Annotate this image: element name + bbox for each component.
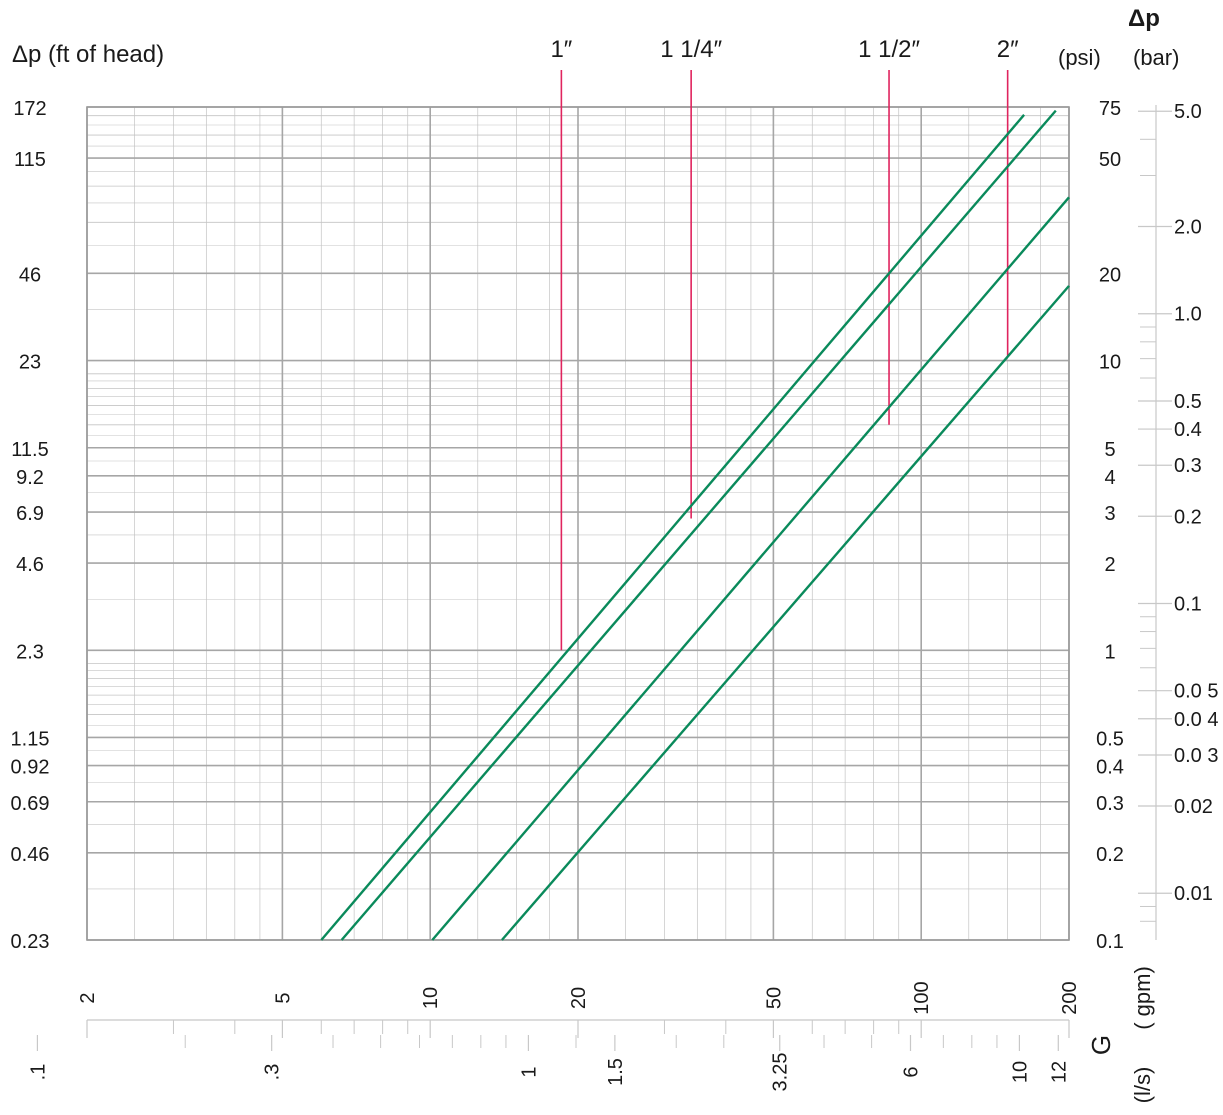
left-tick-label: 0.92	[11, 757, 50, 779]
psi-tick-label: 20	[1099, 264, 1121, 286]
bar-tick-label: 0.5	[1174, 391, 1202, 413]
bar-tick-label: 2.0	[1174, 217, 1202, 239]
gpm-tick-label: 200	[1059, 981, 1081, 1014]
gpm-tick-label: 5	[272, 992, 294, 1003]
major-grid	[86, 106, 1070, 941]
left-tick-label: 1.15	[11, 728, 50, 750]
flow-symbol: G	[1086, 1035, 1116, 1055]
gpm-tick-label: 2	[77, 992, 99, 1003]
psi-tick-label: 0.2	[1096, 844, 1124, 866]
connection-markers: 1″ 1 1/4″ 1 1/2″ 2″	[550, 36, 1019, 651]
bar-tick-label: 0.0 4	[1174, 709, 1218, 731]
bar-tick-label: 0.0 3	[1174, 745, 1218, 767]
left-tick-label: 11.5	[11, 439, 48, 461]
left-tick-label: 4.6	[16, 554, 44, 576]
connection-label: 1 1/2″	[858, 36, 920, 63]
bar-tick-label: 0.0 5	[1174, 681, 1218, 703]
right-axis-psi: 75 50 20 10 5 4 3 2 1 0.5 0.4 0.3 0.2 0.1	[1096, 98, 1124, 953]
left-tick-label: 0.46	[11, 844, 50, 866]
flow-curve	[340, 109, 1057, 941]
gpm-tick-label: 20	[568, 987, 590, 1009]
bar-tick-label: 0.02	[1174, 796, 1213, 818]
bar-tick-label: 0.3	[1174, 455, 1202, 477]
psi-tick-label: 0.3	[1096, 793, 1124, 815]
left-tick-label: 172	[13, 98, 46, 120]
bar-tick-label: 0.4	[1174, 419, 1202, 441]
right-axis-bar: 5.0 2.0 1.0 0.5 0.4 0.3 0.2 0.1 0.0 5 0.0 4 0.0 3 0…	[1138, 101, 1218, 940]
psi-tick-label: 0.1	[1096, 931, 1124, 953]
lps-tick-label: .1	[27, 1064, 49, 1081]
lps-tick-label: 3.25	[770, 1053, 792, 1092]
psi-tick-label: 50	[1099, 149, 1121, 171]
lps-tick-label: .3	[262, 1064, 284, 1081]
plot-frame	[86, 106, 1070, 941]
psi-tick-label: 75	[1099, 98, 1121, 120]
psi-tick-label: 4	[1104, 467, 1115, 489]
lps-tick-label: 1.5	[605, 1058, 627, 1086]
left-axis-title: Δp (ft of head)	[12, 41, 164, 68]
left-tick-label: 0.23	[11, 931, 50, 953]
psi-axis-title: (psi)	[1058, 45, 1101, 70]
lps-axis-title: (l/s)	[1130, 1067, 1155, 1104]
gpm-axis-title: ( gpm)	[1130, 966, 1155, 1030]
flow-curve	[320, 114, 1026, 941]
bottom-axis-lps: .1 .3 1 1.5 3.25 6 10 12	[27, 1035, 1070, 1091]
psi-tick-label: 0.4	[1096, 757, 1124, 779]
bar-tick-label: 1.0	[1174, 304, 1202, 326]
connection-label: 1 1/4″	[660, 36, 722, 63]
bar-tick-label: 0.2	[1174, 506, 1202, 528]
lps-tick-label: 6	[900, 1066, 922, 1077]
bar-axis-title: (bar)	[1133, 45, 1179, 70]
left-tick-label: 2.3	[16, 641, 44, 663]
left-tick-label: 23	[19, 352, 41, 374]
psi-tick-label: 3	[1104, 503, 1115, 525]
connection-label: 1″	[550, 36, 572, 63]
left-tick-label: 9.2	[16, 467, 44, 489]
lps-tick-label: 10	[1009, 1061, 1031, 1083]
psi-tick-label: 0.5	[1096, 728, 1124, 750]
left-tick-label: 6.9	[16, 503, 44, 525]
left-tick-label: 46	[19, 264, 41, 286]
psi-tick-label: 2	[1104, 554, 1115, 576]
left-axis-ft-of-head: 172 115 46 23 11.5 9.2 6.9 4.6 2.3 1.15 0.92 0.69 0.…	[11, 98, 50, 953]
left-tick-label: 0.69	[11, 793, 50, 815]
psi-tick-label: 1	[1104, 641, 1115, 663]
bar-tick-label: 0.01	[1174, 883, 1213, 905]
psi-tick-label: 10	[1099, 352, 1121, 374]
connection-label: 2″	[997, 36, 1019, 63]
gpm-tick-label: 10	[420, 987, 442, 1009]
left-tick-label: 115	[14, 149, 46, 171]
bar-axis-symbol: Δp	[1128, 5, 1160, 32]
lps-tick-label: 12	[1048, 1061, 1070, 1083]
bar-tick-label: 5.0	[1174, 101, 1202, 123]
flow-curve	[500, 285, 1070, 941]
bar-tick-label: 0.1	[1174, 593, 1202, 615]
psi-tick-label: 5	[1104, 439, 1115, 461]
flow-curve	[431, 196, 1070, 941]
flow-curves	[320, 109, 1070, 941]
bottom-axis-gpm: 2 5 10 20 50 100 200	[77, 981, 1081, 1038]
gpm-tick-label: 100	[911, 981, 933, 1014]
gpm-tick-label: 50	[763, 987, 785, 1009]
lps-tick-label: 1	[518, 1066, 540, 1077]
